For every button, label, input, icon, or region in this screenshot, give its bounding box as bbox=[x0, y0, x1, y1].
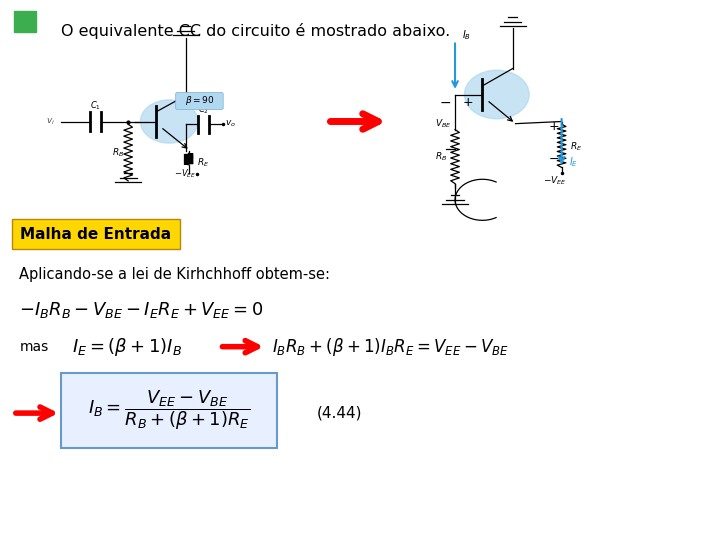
Bar bbox=[14, 11, 36, 32]
FancyBboxPatch shape bbox=[12, 219, 180, 249]
FancyBboxPatch shape bbox=[61, 373, 277, 448]
Text: +: + bbox=[549, 120, 559, 133]
Circle shape bbox=[464, 70, 529, 119]
Text: $-V_{EE}$: $-V_{EE}$ bbox=[543, 174, 566, 187]
Text: −: − bbox=[439, 96, 451, 110]
Text: −: − bbox=[549, 153, 559, 166]
Text: +: + bbox=[462, 96, 473, 109]
Text: $I_B$: $I_B$ bbox=[462, 28, 472, 42]
Text: $V_{BE}$: $V_{BE}$ bbox=[435, 118, 451, 131]
Text: Aplicando-se a lei de Kirhchhoff obtem-se:: Aplicando-se a lei de Kirhchhoff obtem-s… bbox=[19, 267, 330, 282]
Text: $I_B R_B + (\beta + 1) I_B R_E = V_{EE} - V_{BE}$: $I_B R_B + (\beta + 1) I_B R_E = V_{EE} … bbox=[272, 336, 510, 357]
Text: O equivalente CC do circuito é mostrado abaixo.: O equivalente CC do circuito é mostrado … bbox=[61, 23, 451, 39]
FancyBboxPatch shape bbox=[176, 92, 223, 110]
Text: $C_1$: $C_1$ bbox=[90, 99, 101, 111]
Text: $I_B = \dfrac{V_{EE} - V_{BE}}{R_B + (\beta + 1)R_E}$: $I_B = \dfrac{V_{EE} - V_{BE}}{R_B + (\b… bbox=[88, 389, 251, 432]
Text: mas: mas bbox=[19, 340, 49, 354]
Text: $R_B$: $R_B$ bbox=[112, 146, 125, 159]
Text: $I_E$: $I_E$ bbox=[569, 154, 578, 168]
Text: $-I_B R_B - V_{BE} - I_E R_E + V_{EE} = 0$: $-I_B R_B - V_{BE} - I_E R_E + V_{EE} = … bbox=[19, 300, 264, 320]
Text: Malha de Entrada: Malha de Entrada bbox=[20, 227, 171, 242]
Text: (4.44): (4.44) bbox=[317, 406, 362, 421]
Text: $R_E$: $R_E$ bbox=[197, 157, 210, 170]
Text: $R_B$: $R_B$ bbox=[435, 150, 447, 163]
Circle shape bbox=[140, 100, 198, 143]
Text: $v_o$: $v_o$ bbox=[225, 119, 236, 130]
Text: $v_i$: $v_i$ bbox=[46, 116, 55, 127]
Text: $R_E$: $R_E$ bbox=[570, 141, 582, 153]
Text: $I_E = (\beta + 1) I_B$: $I_E = (\beta + 1) I_B$ bbox=[72, 336, 182, 357]
Text: $-V_{EE}$: $-V_{EE}$ bbox=[174, 167, 196, 180]
Text: $\beta=90$: $\beta=90$ bbox=[184, 94, 215, 107]
Text: $C_2$: $C_2$ bbox=[198, 103, 209, 116]
